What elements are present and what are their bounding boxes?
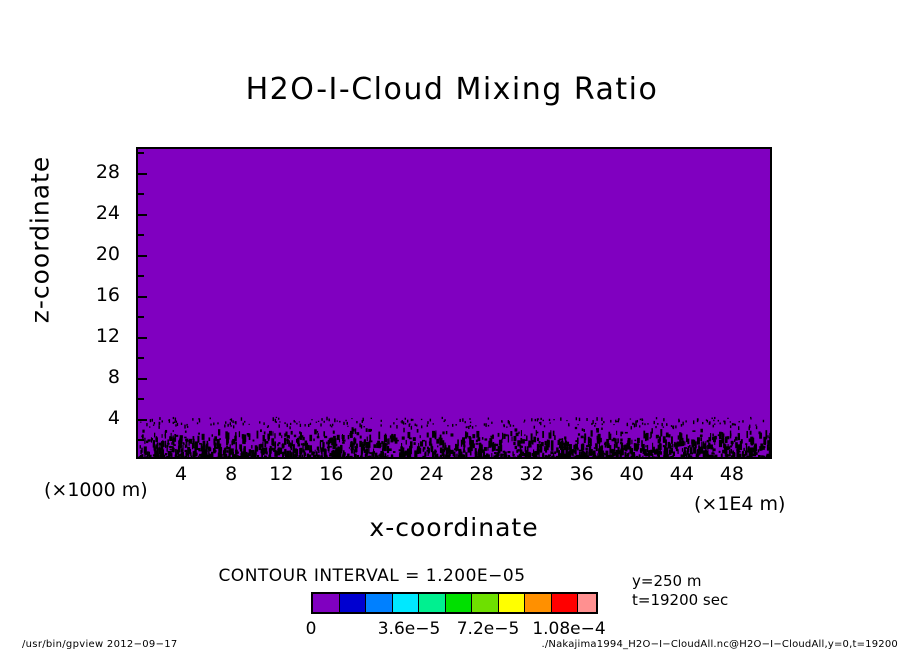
colorbar-swatch (445, 594, 472, 612)
colorbar-swatch (578, 594, 596, 612)
colorbar-swatch (419, 594, 446, 612)
y-axis-major-tick (138, 254, 147, 257)
x-axis-minor-tick (257, 455, 260, 457)
x-axis-major-tick (482, 452, 485, 457)
x-axis-major-tick (432, 452, 435, 457)
x-axis-major-tick (182, 452, 185, 457)
y-axis-tick-label: 4 (107, 406, 120, 429)
y-axis-minor-tick (138, 193, 144, 196)
footer-datasource: ./Nakajima1994_H2O−I−CloudAll.nc@H2O−I−C… (541, 639, 898, 650)
y-axis-tick-label: 16 (95, 283, 120, 306)
y-axis-minor-tick (138, 234, 144, 237)
x-axis-tick-label: 48 (719, 463, 745, 485)
x-axis-minor-tick (507, 455, 510, 457)
y-axis-major-tick (138, 213, 147, 216)
y-axis-minor-tick (138, 439, 144, 442)
x-axis-major-tick (382, 452, 385, 457)
y-axis-title: z-coordinate (25, 155, 55, 324)
annotation-y-slice: y=250 m (632, 572, 702, 590)
x-axis-minor-tick (407, 455, 410, 457)
y-axis-tick-labels: 4 8 12 16 20 24 28 (0, 147, 128, 459)
y-axis-tick-label: 20 (95, 242, 120, 265)
contour-speckle-layer (138, 416, 770, 457)
x-axis-minor-tick (207, 455, 210, 457)
contour-interval-label: CONTOUR INTERVAL = 1.200E−05 (0, 566, 904, 586)
colorbar-swatch (551, 594, 578, 612)
slice-annotations: y=250 m t=19200 sec (632, 572, 728, 610)
x-axis-tick-label: 28 (469, 463, 494, 485)
colorbar-tick-label: 0 (305, 619, 317, 639)
x-axis-tick-label: 4 (175, 463, 188, 485)
x-axis-minor-tick (157, 455, 160, 457)
x-axis-major-tick (732, 452, 735, 457)
y-axis-minor-tick (138, 398, 144, 401)
colorbar-swatch (525, 594, 552, 612)
colorbar (311, 592, 598, 614)
x-axis-unit-label: (×1E4 m) (694, 493, 786, 515)
y-axis-tick-label: 24 (95, 201, 120, 224)
footer-command: /usr/bin/gpview 2012−09−17 (22, 639, 178, 650)
colorbar-swatch (392, 594, 419, 612)
y-axis-tick-label: 8 (107, 365, 120, 388)
x-axis-tick-label: 12 (269, 463, 294, 485)
y-axis-major-tick (138, 172, 147, 175)
x-axis-major-tick (532, 452, 535, 457)
x-axis-minor-tick (357, 455, 360, 457)
x-axis-tick-label: 8 (225, 463, 238, 485)
annotation-time: t=19200 sec (632, 591, 729, 609)
colorbar-swatch (339, 594, 366, 612)
colorbar-swatch (498, 594, 525, 612)
x-axis-major-tick (582, 452, 585, 457)
y-axis-major-tick (138, 418, 147, 421)
x-axis-minor-tick (457, 455, 460, 457)
colorbar-tick-label: 3.6e−5 (377, 619, 441, 639)
y-axis-minor-tick (138, 357, 144, 360)
x-axis-minor-tick (757, 455, 760, 457)
x-axis-tick-label: 32 (519, 463, 544, 485)
colorbar-tick-label: 1.08e−4 (532, 619, 606, 639)
y-axis-unit-label: (×1000 m) (44, 479, 148, 501)
contour-interval-text: CONTOUR INTERVAL = 1.200E−05 (218, 566, 526, 586)
page-title: H2O-I-Cloud Mixing Ratio (245, 72, 659, 107)
y-axis-minor-tick (138, 275, 144, 278)
y-axis-minor-tick (138, 316, 144, 319)
x-axis-tick-label: 40 (619, 463, 644, 485)
x-axis-minor-tick (657, 455, 660, 457)
x-axis-tick-labels: 4 8 12 16 20 24 28 32 36 40 44 48 (136, 463, 772, 489)
x-axis-minor-tick (557, 455, 560, 457)
y-axis-tick-label: 28 (95, 160, 120, 183)
y-axis-minor-tick (138, 152, 144, 155)
colorbar-swatch (313, 594, 340, 612)
x-axis-tick-label: 44 (669, 463, 694, 485)
x-axis-title: x-coordinate (369, 513, 539, 542)
colorbar-tick-label: 7.2e−5 (456, 619, 520, 639)
x-axis-major-tick (332, 452, 335, 457)
colorbar-swatch (472, 594, 499, 612)
y-axis-major-tick (138, 295, 147, 298)
plot-area (136, 147, 772, 459)
x-axis-tick-label: 36 (569, 463, 594, 485)
y-axis-major-tick (138, 336, 147, 339)
x-axis-major-tick (632, 452, 635, 457)
x-axis-tick-label: 16 (319, 463, 344, 485)
x-axis-tick-label: 20 (369, 463, 394, 485)
x-axis-tick-label: 24 (419, 463, 444, 485)
colorbar-tick-labels: 0 3.6e−5 7.2e−5 1.08e−4 (285, 619, 625, 641)
x-axis-minor-tick (607, 455, 610, 457)
x-axis-minor-tick (307, 455, 310, 457)
colorbar-swatch (366, 594, 393, 612)
x-axis-major-tick (682, 452, 685, 457)
y-axis-tick-label: 12 (95, 324, 120, 347)
y-axis-major-tick (138, 377, 147, 380)
x-axis-major-tick (232, 452, 235, 457)
x-axis-major-tick (282, 452, 285, 457)
x-axis-minor-tick (707, 455, 710, 457)
